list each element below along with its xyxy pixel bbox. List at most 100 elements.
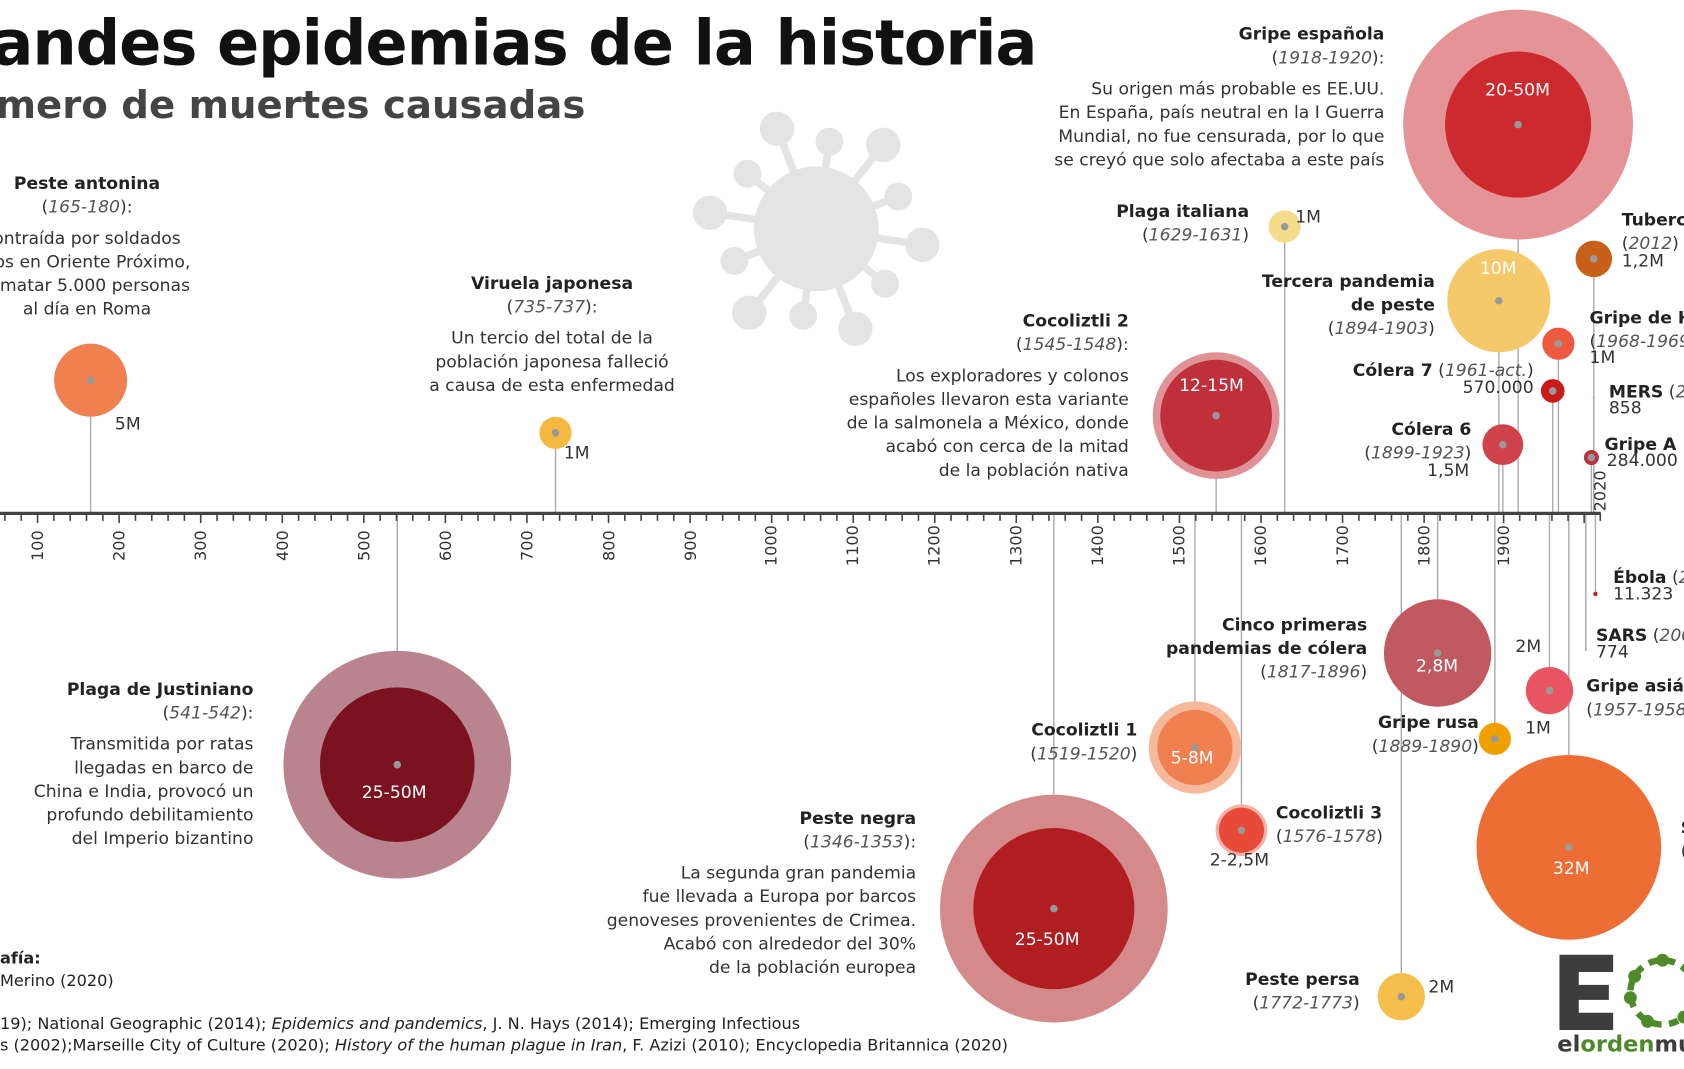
epidemic-bubble	[1447, 249, 1551, 353]
source-text: , F. Azizi (2010); Encyclopedia Britanni…	[622, 1035, 1008, 1055]
axis-tick-label: 1400	[1088, 525, 1108, 567]
description-line: fue llevada a Europa por barcos	[642, 886, 917, 907]
epidemic-name-line: SARS (200	[1596, 624, 1684, 648]
epidemic-name: Plaga de Justiniano	[66, 678, 254, 700]
axis-tick-label: 200	[109, 530, 129, 561]
epidemic-label: Gripe A	[1605, 433, 1684, 457]
description-line: a causa de esta enfermedad	[429, 374, 675, 396]
page-subtitle: mero de muertes causadas	[0, 83, 586, 128]
bubble-center-dot	[1545, 686, 1554, 695]
dates-value: 1961-act.	[1444, 359, 1527, 381]
description-line: genoveses provenientes de Crimea.	[606, 909, 917, 931]
description-line: de la población europea	[709, 956, 917, 978]
dates-value: 1629-1631	[1148, 224, 1243, 245]
description-line: al día en Roma	[22, 298, 152, 319]
description-line: población japonesa falleció	[435, 351, 669, 372]
axis-tick-label: 1000	[761, 525, 782, 567]
epidemic-name-line: Cocoliztli 3	[1276, 801, 1684, 825]
epidemic-name-line: MERS (20	[1609, 380, 1684, 404]
epidemic-bubble	[1268, 210, 1301, 243]
epidemic-name-line: Gripe de H	[1590, 306, 1684, 330]
epidemic-label: Viruela japonesa (735-737): Un tercio del …	[219, 272, 885, 398]
dates-value: 1545-1548	[1022, 334, 1117, 355]
sources-line-2: s (2002);Marseille City of Culture (2020…	[0, 1035, 1008, 1054]
bubble-center-dot	[551, 429, 560, 437]
axis-tick-label: 1900	[1493, 525, 1514, 567]
epidemic-description: La segunda gran pandemia fue llevada a Eu…	[250, 861, 916, 979]
bubble-center-dot	[1565, 843, 1573, 852]
epidemic-label: Cólera 6 (1899-1923)	[806, 418, 1472, 465]
epidemic-description: ontraída por soldados nos en Oriente Próx…	[0, 227, 420, 322]
credit-label: afía:	[0, 948, 41, 968]
deaths-value: 20-50M	[1485, 79, 1550, 100]
epidemic-label: Cocoliztli 3 (1576-1578)	[1276, 801, 1684, 848]
axis-tick-label: 1700	[1332, 525, 1353, 567]
bubble-center-dot	[1495, 296, 1503, 305]
epidemic-label: Ébola (2	[1613, 566, 1684, 590]
description-line: de la salmonela a México, donde	[846, 412, 1129, 433]
description-line: del Imperio bizantino	[71, 828, 254, 849]
bubble-center-dot	[86, 376, 95, 384]
epidemic-dates: (1346-1353):	[803, 831, 917, 852]
epidemic-dates: (1889-1890)	[1371, 735, 1479, 757]
epidemic-dates: (1772-1773)	[1252, 992, 1360, 1013]
epidemic-name: Peste persa	[1245, 968, 1360, 990]
epidemic-label: Gripe asiát (1957-1958	[1586, 674, 1684, 721]
epidemic-bubble	[539, 416, 572, 449]
epidemic-name-line: Ébola (2	[1613, 566, 1684, 590]
epidemic-bubble	[1482, 424, 1524, 466]
epidemic-name-line: Cinco primeras	[701, 613, 1367, 637]
epidemic-name: Cinco primeras	[1221, 614, 1368, 635]
deaths-value: 570.000	[1462, 376, 1534, 398]
epidemic-dates: (1545-1548):	[1015, 334, 1129, 355]
dates-value: 1576-1578	[1282, 825, 1377, 847]
epidemic-dates: (1629-1631)	[1141, 224, 1250, 245]
epidemic-bubble	[1575, 240, 1613, 278]
epidemic-description: Un tercio del total de la población japon…	[219, 326, 885, 397]
epidemic-name: Cólera 7	[1352, 359, 1433, 381]
epidemic-dates: (1961-act.)	[1432, 359, 1534, 381]
epidemic-name: Tercera pandemia	[1261, 270, 1435, 292]
deaths-value: 2M	[1515, 635, 1542, 657]
epidemic-name: Ébola	[1613, 567, 1667, 588]
epidemic-bubble	[1542, 327, 1575, 360]
epidemic-name-line: de peste	[769, 293, 1435, 317]
deaths-value: 2M	[1428, 976, 1455, 997]
bubble-center-dot	[1587, 453, 1596, 462]
bubble-center-dot	[393, 760, 402, 769]
epidemic-dates: (1899-1923)	[1364, 442, 1472, 463]
epidemic-label: Cólera 7 (1961-act.)	[868, 359, 1534, 383]
epidemic-bubble	[939, 794, 1168, 1023]
description-line: Un tercio del total de la	[451, 327, 653, 348]
axis-tick-label: 400	[272, 530, 292, 561]
epidemic-bubble	[1215, 804, 1268, 856]
bubble-center-dot	[1514, 120, 1522, 129]
bubble-center-dot	[1590, 255, 1598, 263]
epidemic-label: MERS (20	[1609, 380, 1684, 404]
dates-value: 200	[1659, 625, 1684, 646]
axis-tick-label: 1300	[1006, 525, 1026, 567]
description-line: profundo debilitamiento	[46, 804, 254, 825]
epidemic-label: Tercera pandemia de peste (1894-1903)	[769, 270, 1435, 341]
dates-value: 541-542	[169, 702, 241, 723]
epidemic-name-line: Gripe asiát	[1586, 674, 1684, 698]
epidemic-name: Gripe de H	[1589, 307, 1684, 328]
epidemic-name-line: Plaga de Justiniano	[0, 678, 254, 702]
description-line: China e India, provocó un	[33, 780, 254, 802]
deaths-value: 32M	[1552, 858, 1590, 879]
epidemic-name-line: Tercera pandemia	[769, 270, 1435, 294]
bubble	[1593, 591, 1598, 597]
epidemic-description: Los exploradores y colonos españoles llev…	[463, 364, 1129, 482]
dates-value: 1957-1958	[1593, 699, 1684, 720]
bubble-center-dot	[1237, 826, 1246, 834]
epidemic-dates: (1918-1920):	[1271, 47, 1385, 68]
description-line: ontraída por soldados	[0, 227, 181, 249]
epidemic-name-line: Cocoliztli 2	[463, 309, 1129, 333]
epidemic-bubble	[1525, 666, 1574, 715]
epidemic-bubble	[1592, 396, 1595, 399]
epidemic-dates: (2	[1666, 567, 1684, 587]
axis-tick-label: 500	[354, 530, 374, 561]
epidemic-name: Cólera 6	[1391, 418, 1472, 440]
dates-value: 1817-1896	[1266, 661, 1361, 682]
epidemic-label: SARS (200	[1596, 624, 1684, 648]
